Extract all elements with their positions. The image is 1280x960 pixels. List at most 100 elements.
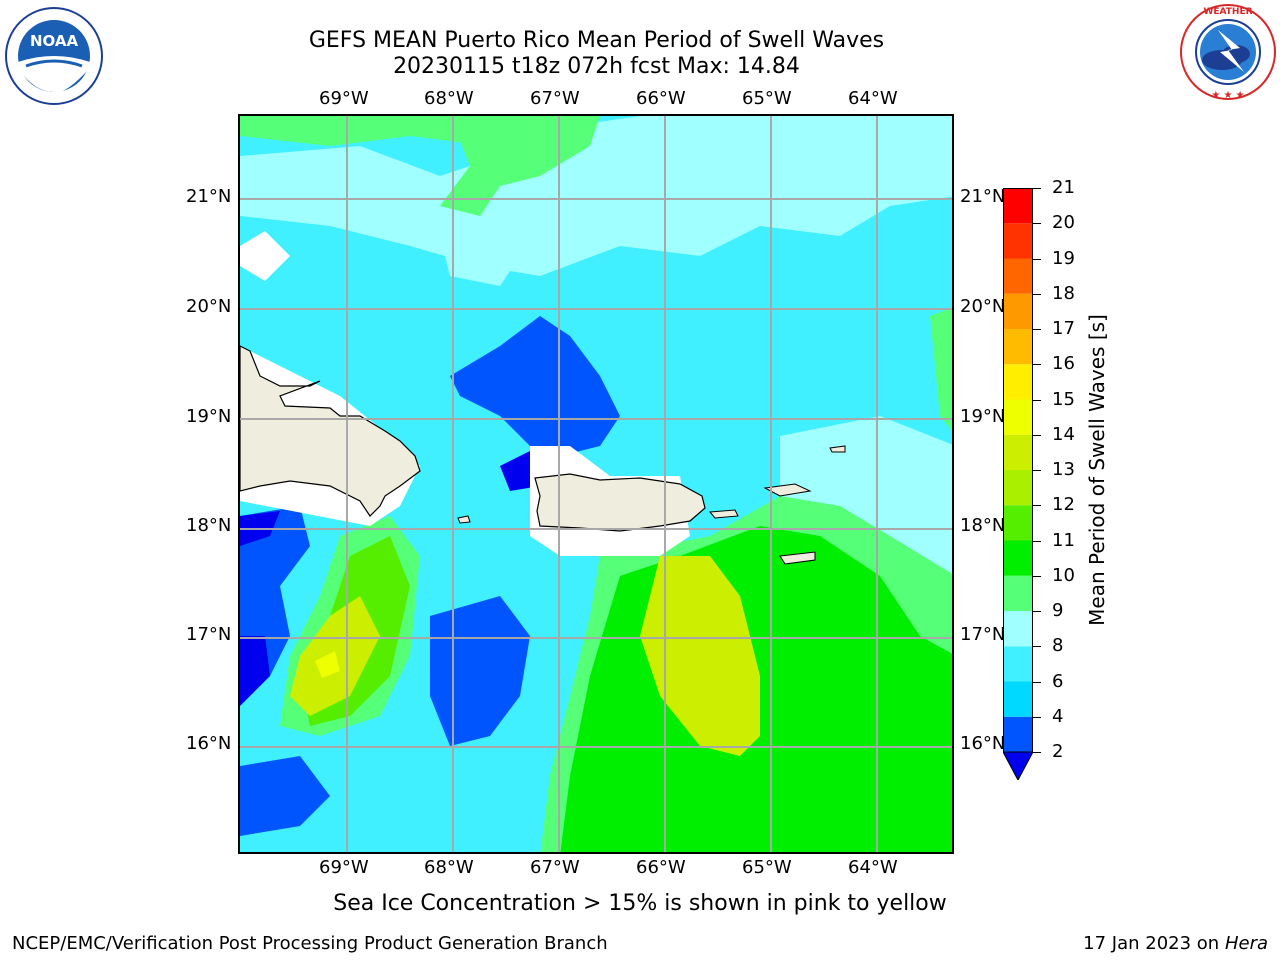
lat-label-left: 21°N [186,186,232,207]
noaa-logo: NOAA [4,6,104,106]
field-8-9s-patch [440,226,520,286]
footer-date-text: 17 Jan 2023 on [1083,933,1225,954]
colorbar-tick [1033,329,1041,330]
chart-subtitle: 20230115 t18z 072h fcst Max: 14.84 [393,54,800,79]
mona-island-land [457,515,471,524]
field-2-4s-south [430,596,530,746]
colorbar-block [1003,540,1033,576]
field-9-10s-east-edge [930,307,952,431]
hispaniola-land [240,345,421,517]
colorbar-tick-label: 17 [1052,318,1075,339]
colorbar-tick [1033,470,1041,471]
colorbar-tick-label: 19 [1052,247,1075,269]
svg-text:WEATHER: WEATHER [1203,7,1252,17]
colorbar-tick [1033,293,1041,295]
colorbar-tick-label: 20 [1052,212,1075,234]
anegada-land [829,445,846,453]
lon-label-bottom: 66°W [636,857,686,878]
lon-label-bottom: 65°W [742,857,792,878]
colorbar-block [1003,575,1033,611]
colorbar-tick-label: 14 [1052,423,1075,445]
lon-label-top: 68°W [424,88,474,109]
colorbar-tick-label: 16 [1052,353,1075,375]
footer-host: Hera [1224,933,1268,954]
colorbar-block [1003,223,1033,259]
lon-label-bottom: 68°W [424,857,474,878]
chart-title: GEFS MEAN Puerto Rico Mean Period of Swe… [308,28,885,53]
colorbar-block [1003,258,1033,294]
colorbar-tick-label: 6 [1052,670,1064,692]
colorbar-block [1003,611,1033,647]
sea-ice-caption: Sea Ice Concentration > 15% is shown in … [333,891,947,916]
lat-label-left: 20°N [186,296,232,317]
colorbar-tick [1033,399,1041,401]
field-2-4s-sw [240,756,330,836]
colorbar-tick [1033,681,1041,683]
colorbar-tick [1033,188,1041,189]
lat-label-left: 18°N [186,515,232,536]
lat-label-right: 16°N [960,733,1006,754]
vieques-land [708,509,739,519]
colorbar-tick-label: 13 [1052,459,1075,480]
lat-label-right: 18°N [960,515,1006,536]
lat-label-right: 20°N [960,296,1006,317]
colorbar-tick-label: 21 [1052,177,1075,198]
colorbar-tick [1033,540,1041,542]
colorbar-tick-label: 11 [1052,529,1075,551]
colorbar-tick [1033,434,1041,436]
colorbar-tick [1033,646,1041,648]
colorbar [1003,188,1033,780]
colorbar-block [1003,329,1033,365]
svg-text:NOAA: NOAA [30,32,79,50]
colorbar-tick-label: 12 [1052,494,1075,516]
colorbar-tick-label: 15 [1052,388,1075,410]
field-14s-peak [315,651,340,678]
lon-label-top: 64°W [848,88,898,109]
lat-label-left: 16°N [186,733,232,754]
colorbar-tick [1033,364,1041,366]
colorbar-tick-label: 10 [1052,564,1075,586]
colorbar-block [1003,716,1033,752]
footer-credit: NCEP/EMC/Verification Post Processing Pr… [12,933,608,954]
colorbar-label: Mean Period of Swell Waves [s] [1085,314,1109,626]
lon-label-top: 69°W [319,88,369,109]
lon-label-bottom: 69°W [319,857,369,878]
colorbar-tick [1033,752,1041,753]
lat-label-right: 21°N [960,186,1006,207]
lat-label-right: 19°N [960,406,1006,427]
colorbar-block [1003,399,1033,435]
field-under-2s-b [240,636,270,706]
puerto-rico-land [534,473,706,532]
lon-label-top: 67°W [530,88,580,109]
colorbar-tick-label: 2 [1052,741,1064,762]
field-8-9s-north [240,116,952,276]
lon-label-top: 66°W [636,88,686,109]
lat-label-left: 17°N [186,624,232,645]
map-canvas [240,116,952,852]
footer-date: 17 Jan 2023 on Hera [1083,933,1268,954]
colorbar-block [1003,293,1033,329]
colorbar-tick-label: 18 [1052,282,1075,304]
colorbar-under-triangle [1003,751,1033,780]
colorbar-tick-label: 4 [1052,705,1064,727]
colorbar-tick [1033,575,1041,577]
field-2-4s-mona [450,316,620,456]
lat-label-right: 17°N [960,624,1006,645]
colorbar-tick-label: 8 [1052,635,1064,657]
colorbar-tick [1033,223,1041,225]
lon-label-bottom: 64°W [848,857,898,878]
colorbar-tick [1033,258,1041,260]
colorbar-tick-label: 9 [1052,600,1064,621]
map-gridlines [240,116,952,852]
lon-label-top: 65°W [742,88,792,109]
colorbar-block [1003,646,1033,682]
lon-label-bottom: 67°W [530,857,580,878]
nws-logo: WEATHER ★ ★ ★ [1178,2,1278,102]
colorbar-tick [1033,505,1041,507]
colorbar-block [1003,188,1033,224]
colorbar-tick [1033,716,1041,718]
land-mask-nw [240,231,290,281]
st-croix-land [779,551,816,565]
lat-label-left: 19°N [186,406,232,427]
colorbar-block [1003,470,1033,506]
